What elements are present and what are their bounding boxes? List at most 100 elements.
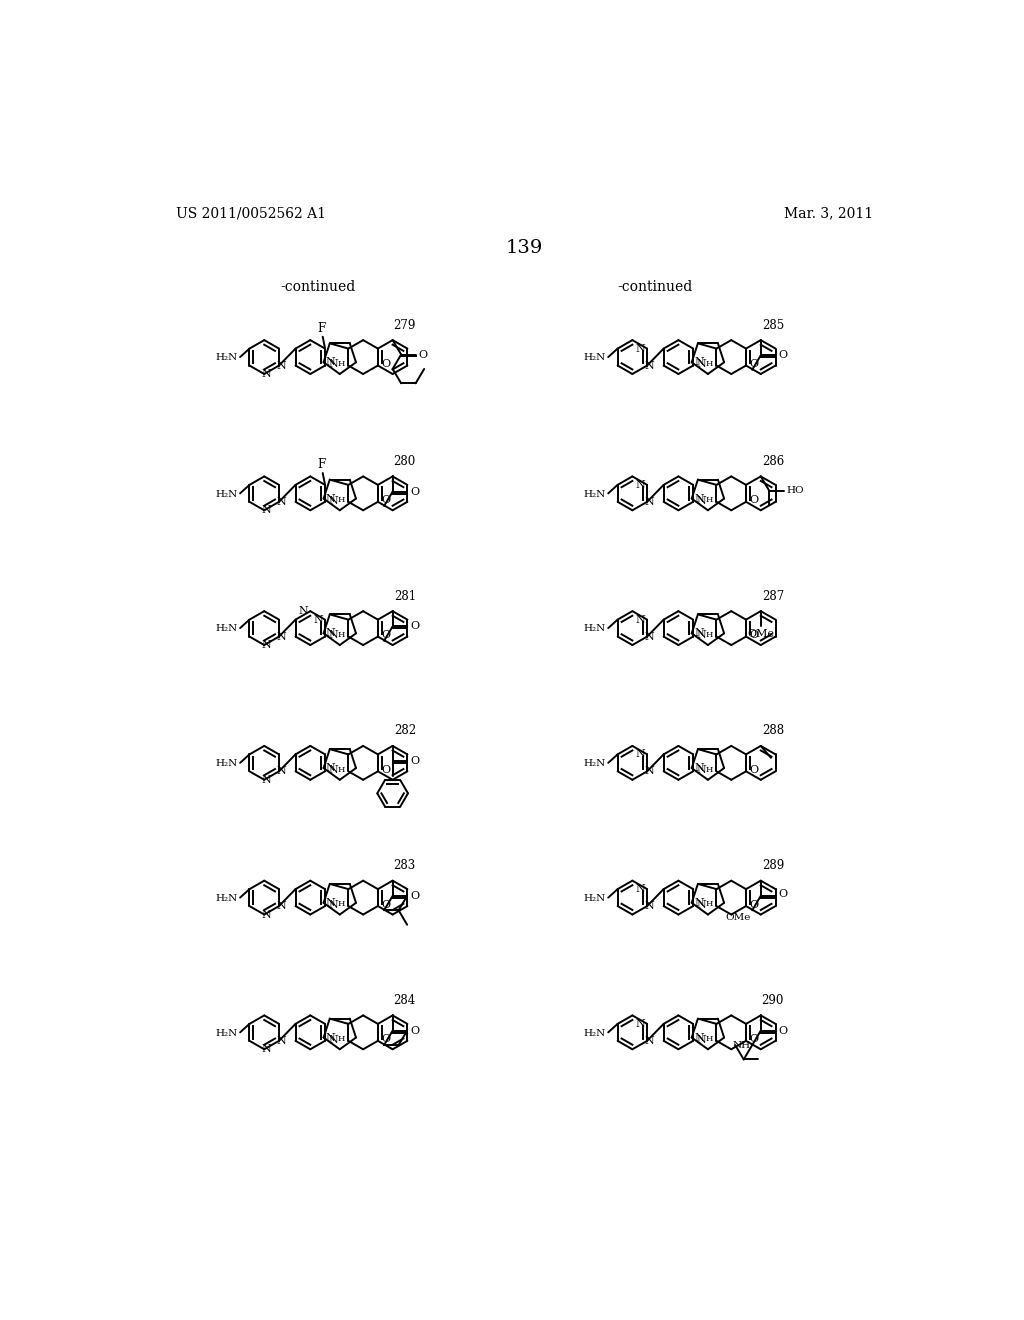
- Text: H₂N: H₂N: [215, 354, 238, 362]
- Text: H₂N: H₂N: [215, 490, 238, 499]
- Text: N: N: [326, 494, 336, 504]
- Text: Mar. 3, 2011: Mar. 3, 2011: [784, 206, 873, 220]
- Text: H₂N: H₂N: [215, 759, 238, 768]
- Text: H: H: [338, 900, 345, 908]
- Text: N: N: [276, 360, 287, 371]
- Text: N: N: [276, 1036, 287, 1045]
- Text: N: N: [644, 360, 654, 371]
- Text: N: N: [644, 496, 654, 507]
- Text: N: N: [262, 775, 271, 785]
- Text: HO: HO: [786, 486, 805, 495]
- Text: N: N: [298, 606, 308, 616]
- Text: N: N: [326, 628, 336, 639]
- Text: N: N: [635, 1019, 645, 1028]
- Text: N: N: [326, 763, 336, 774]
- Text: H: H: [338, 766, 345, 774]
- Text: 139: 139: [506, 239, 544, 257]
- Text: N: N: [644, 767, 654, 776]
- Text: O: O: [381, 899, 390, 909]
- Text: US 2011/0052562 A1: US 2011/0052562 A1: [176, 206, 326, 220]
- Text: H₂N: H₂N: [584, 894, 606, 903]
- Text: O: O: [750, 899, 758, 909]
- Text: N: N: [696, 1035, 707, 1044]
- Text: N: N: [635, 884, 645, 894]
- Text: N: N: [644, 1036, 654, 1045]
- Text: N: N: [329, 766, 338, 775]
- Text: H: H: [706, 1035, 713, 1043]
- Text: 281: 281: [394, 590, 416, 603]
- Text: O: O: [411, 487, 420, 496]
- Text: 289: 289: [762, 859, 784, 873]
- Text: O: O: [381, 630, 390, 640]
- Text: 287: 287: [762, 590, 784, 603]
- Text: H: H: [338, 496, 345, 504]
- Text: N: N: [694, 898, 703, 908]
- Text: H: H: [338, 360, 345, 368]
- Text: 280: 280: [393, 455, 416, 469]
- Text: O: O: [778, 350, 787, 360]
- Text: N: N: [635, 343, 645, 354]
- Text: N: N: [276, 631, 287, 642]
- Text: N: N: [326, 898, 336, 908]
- Text: N: N: [696, 631, 707, 640]
- Text: N: N: [644, 902, 654, 911]
- Text: N: N: [635, 480, 645, 490]
- Text: O: O: [411, 622, 420, 631]
- Text: H₂N: H₂N: [215, 894, 238, 903]
- Text: N: N: [262, 909, 271, 920]
- Text: O: O: [381, 359, 390, 370]
- Text: N: N: [326, 1032, 336, 1043]
- Text: NH: NH: [732, 1040, 751, 1049]
- Text: N: N: [694, 1032, 703, 1043]
- Text: H: H: [706, 631, 713, 639]
- Text: N: N: [262, 370, 271, 379]
- Text: N: N: [694, 358, 703, 367]
- Text: -continued: -continued: [281, 280, 355, 294]
- Text: N: N: [329, 496, 338, 506]
- Text: 283: 283: [393, 859, 416, 873]
- Text: O: O: [419, 350, 428, 359]
- Text: N: N: [696, 900, 707, 909]
- Text: 284: 284: [393, 994, 416, 1007]
- Text: N: N: [276, 496, 287, 507]
- Text: H₂N: H₂N: [584, 1028, 606, 1038]
- Text: N: N: [326, 358, 336, 367]
- Text: N: N: [696, 496, 707, 506]
- Text: N: N: [276, 767, 287, 776]
- Text: O: O: [778, 1026, 787, 1036]
- Text: O: O: [750, 764, 758, 775]
- Text: H: H: [338, 631, 345, 639]
- Text: N: N: [262, 640, 271, 649]
- Text: O: O: [411, 891, 420, 902]
- Text: OMe: OMe: [748, 630, 774, 639]
- Text: N: N: [262, 506, 271, 515]
- Text: H: H: [706, 360, 713, 368]
- Text: H: H: [706, 496, 713, 504]
- Text: OMe: OMe: [725, 913, 751, 923]
- Text: O: O: [381, 1035, 390, 1044]
- Text: N: N: [696, 359, 707, 370]
- Text: N: N: [696, 766, 707, 775]
- Text: N: N: [329, 900, 338, 909]
- Text: -continued: -continued: [617, 280, 692, 294]
- Text: N: N: [635, 615, 645, 624]
- Text: H₂N: H₂N: [215, 1028, 238, 1038]
- Text: N: N: [313, 615, 323, 624]
- Text: 282: 282: [394, 725, 416, 738]
- Text: 288: 288: [762, 725, 784, 738]
- Text: F: F: [317, 458, 326, 471]
- Text: N: N: [276, 902, 287, 911]
- Text: 279: 279: [393, 318, 416, 331]
- Text: O: O: [411, 1026, 420, 1036]
- Text: H₂N: H₂N: [215, 624, 238, 634]
- Text: N: N: [635, 750, 645, 759]
- Text: N: N: [262, 1044, 271, 1055]
- Text: N: N: [329, 631, 338, 640]
- Text: H₂N: H₂N: [584, 490, 606, 499]
- Text: O: O: [750, 630, 758, 640]
- Text: N: N: [694, 628, 703, 639]
- Text: O: O: [778, 890, 787, 899]
- Text: H₂N: H₂N: [584, 759, 606, 768]
- Text: H₂N: H₂N: [584, 354, 606, 362]
- Text: O: O: [750, 1035, 758, 1044]
